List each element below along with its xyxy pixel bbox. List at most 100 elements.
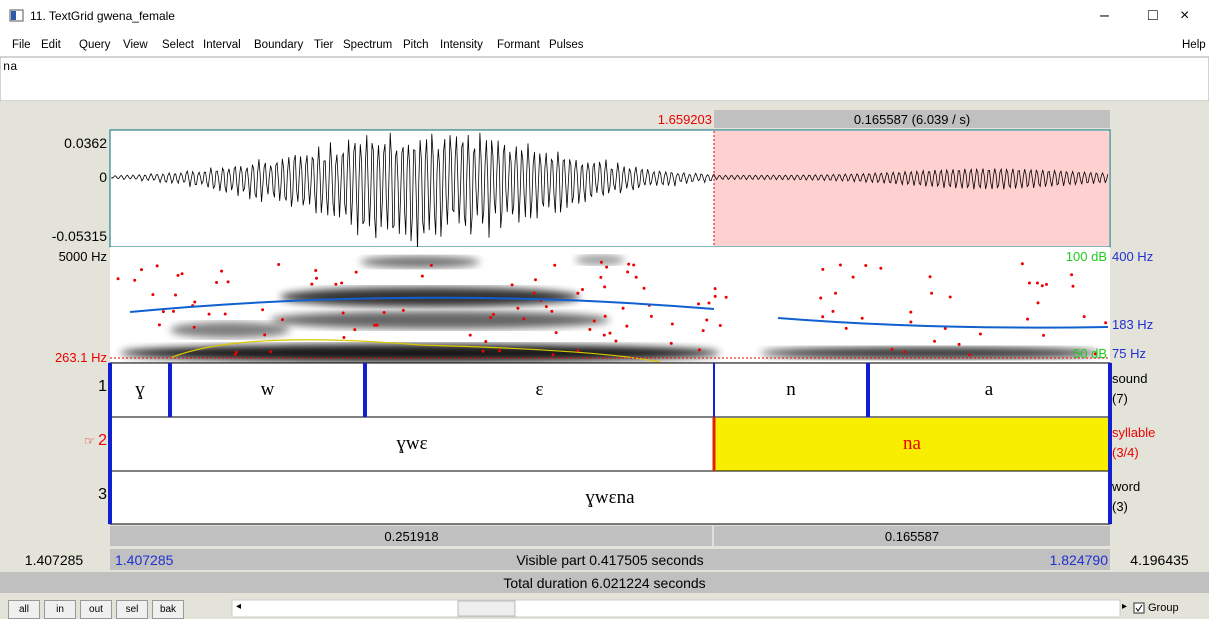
formant-dot	[215, 281, 218, 284]
pitch-label: 75 Hz	[1112, 347, 1146, 360]
freq-label: 5000 Hz	[59, 250, 107, 263]
interval-label[interactable]: ɣwɛ	[110, 434, 714, 453]
formant-dot	[599, 276, 602, 279]
menu-item[interactable]: Intensity	[440, 40, 483, 52]
formant-dot	[1042, 334, 1045, 337]
formant-dot	[879, 267, 882, 270]
title-bar	[0, 0, 1209, 34]
window-title: 11. TextGrid gwena_female	[30, 10, 175, 22]
formant-dot	[1036, 281, 1039, 284]
formant-dot	[725, 296, 728, 299]
formant-dot	[632, 264, 635, 267]
menu-item[interactable]: Interval	[203, 40, 241, 52]
tier-number: 1	[98, 379, 107, 395]
tier-name: syllable	[1112, 426, 1155, 439]
formant-dot	[909, 321, 912, 324]
zoom-button[interactable]: in	[44, 600, 76, 619]
formant-dot	[604, 315, 607, 318]
amplitude-label: 0	[99, 170, 107, 184]
interval-label[interactable]: ɣwɛna	[110, 488, 1110, 507]
tier-number: 3	[98, 487, 107, 503]
tier-number: 2	[98, 433, 107, 449]
menu-item[interactable]: Pitch	[403, 40, 429, 52]
formant-dot	[140, 268, 143, 271]
formant-dot	[1021, 262, 1024, 265]
formant-dot	[430, 264, 433, 267]
spectral-band	[575, 255, 625, 265]
formant-dot	[577, 349, 580, 352]
formant-dot	[705, 319, 708, 322]
interval-label[interactable]: n	[714, 380, 868, 399]
formant-dot	[949, 296, 952, 299]
formant-dot	[522, 317, 525, 320]
interval-label[interactable]: a	[868, 380, 1110, 399]
formant-dot	[1070, 273, 1073, 276]
interval-label[interactable]: ɛ	[365, 380, 714, 399]
formant-dot	[174, 294, 177, 297]
formant-dot	[958, 343, 961, 346]
formant-dot	[533, 292, 536, 295]
menu-item[interactable]: Help	[1182, 40, 1206, 52]
menu-item[interactable]: View	[123, 40, 148, 52]
formant-dot	[903, 350, 906, 353]
formant-dot	[553, 264, 556, 267]
formant-dot	[489, 316, 492, 319]
menu-item[interactable]: Pulses	[549, 40, 584, 52]
zoom-button[interactable]: sel	[116, 600, 148, 619]
formant-dot	[151, 293, 154, 296]
menu-item[interactable]: Spectrum	[343, 40, 392, 52]
window-control[interactable]: ×	[1180, 8, 1189, 24]
interval-label[interactable]: na	[714, 434, 1110, 453]
formant-dot	[227, 280, 230, 283]
total-duration: Total duration 6.021224 seconds	[0, 576, 1209, 590]
cursor-time: 1.659203	[658, 113, 712, 126]
interval-label[interactable]: w	[170, 380, 365, 399]
tier-name: word	[1112, 480, 1140, 493]
formant-dot	[831, 310, 834, 313]
zoom-button[interactable]: all	[8, 600, 40, 619]
db-label: 50 dB	[1073, 347, 1107, 360]
formant-dot	[821, 315, 824, 318]
formant-dot	[600, 261, 603, 264]
db-label: 100 dB	[1066, 250, 1107, 263]
menu-item[interactable]: File	[12, 40, 31, 52]
formant-dot	[697, 302, 700, 305]
menu-item[interactable]: Tier	[314, 40, 333, 52]
menu-item[interactable]: Select	[162, 40, 194, 52]
window-control[interactable]: □	[1148, 8, 1158, 24]
formant-dot	[702, 329, 705, 332]
menu-item[interactable]: Formant	[497, 40, 540, 52]
amplitude-label: -0.05315	[52, 229, 107, 243]
duration-label: 0.165587	[714, 530, 1110, 543]
formant-dot	[670, 342, 673, 345]
formant-dot	[314, 269, 317, 272]
formant-dot	[117, 277, 120, 280]
formant-dot	[593, 319, 596, 322]
formant-dot	[208, 313, 211, 316]
tier-count: (7)	[1112, 392, 1128, 405]
text-input[interactable]: na	[3, 61, 17, 73]
formant-dot	[839, 264, 842, 267]
group-label[interactable]: Group	[1148, 603, 1179, 614]
scroll-left[interactable]: ◂	[236, 602, 241, 612]
formant-dot	[482, 350, 485, 353]
formant-dot	[376, 324, 379, 327]
formant-dot	[643, 287, 646, 290]
menu-item[interactable]: Boundary	[254, 40, 303, 52]
zoom-button[interactable]: out	[80, 600, 112, 619]
formant-dot	[277, 263, 280, 266]
menu-item[interactable]: Edit	[41, 40, 61, 52]
formant-dot	[821, 268, 824, 271]
zoom-button[interactable]: bak	[152, 600, 184, 619]
formant-dot	[714, 295, 717, 298]
formant-dot	[193, 326, 196, 329]
formant-dot	[484, 340, 487, 343]
menu-item[interactable]: Query	[79, 40, 110, 52]
window-control[interactable]: –	[1100, 8, 1109, 24]
formant-dot	[626, 270, 629, 273]
interval-label[interactable]: ɣ	[110, 380, 170, 399]
formant-dot	[534, 278, 537, 281]
formant-dot	[1041, 284, 1044, 287]
scroll-right[interactable]: ▸	[1122, 602, 1127, 612]
formant-dot	[1083, 315, 1086, 318]
